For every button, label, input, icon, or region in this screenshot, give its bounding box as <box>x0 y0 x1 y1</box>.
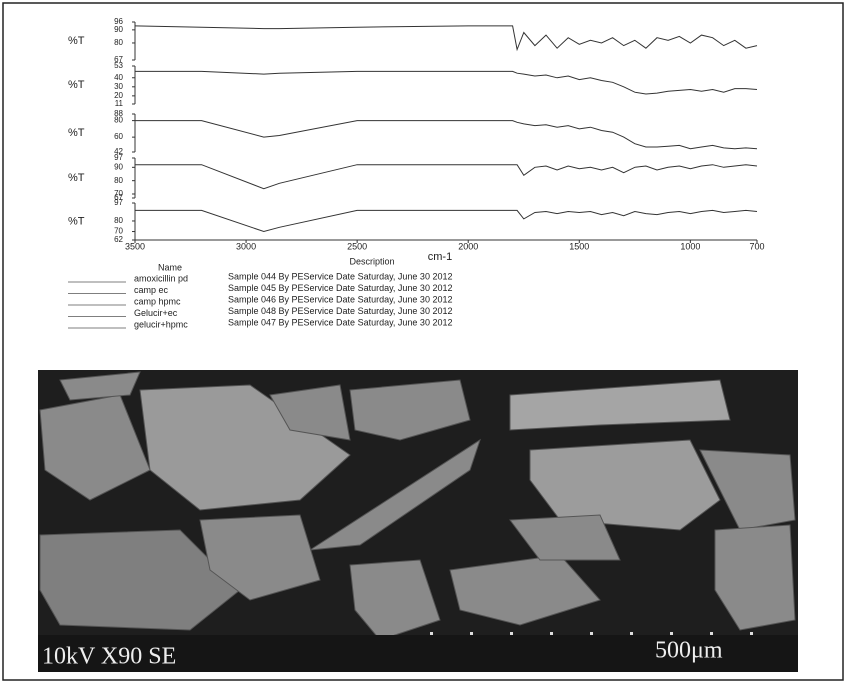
y-axis-label: %T <box>68 35 85 47</box>
sem-image: 10kV X90 SE 500μm <box>38 370 798 672</box>
legend-name: Gelucir+ec <box>134 308 178 318</box>
sem-scale: 500μm <box>655 638 723 664</box>
legend-description: Sample 045 By PEService Date Saturday, J… <box>228 283 452 293</box>
y-tick-label: 90 <box>114 25 123 34</box>
legend-description: Sample 048 By PEService Date Saturday, J… <box>228 306 452 316</box>
legend-name: gelucir+hpmc <box>134 319 188 329</box>
y-axis-label: %T <box>68 172 85 184</box>
y-tick-label: 80 <box>114 116 123 125</box>
y-tick-label: 30 <box>114 82 123 91</box>
legend-description-header: Description <box>349 256 394 266</box>
x-tick-label: 3000 <box>236 241 256 251</box>
y-tick-label: 11 <box>115 99 124 108</box>
legend-name-header: Name <box>158 262 182 272</box>
y-tick-label: 80 <box>114 216 123 225</box>
y-tick-label: 53 <box>114 61 123 70</box>
x-tick-label: 2500 <box>347 241 367 251</box>
y-tick-label: 97 <box>114 198 123 207</box>
y-axis-label: %T <box>68 79 85 91</box>
sem-settings: 10kV X90 SE <box>42 644 176 670</box>
y-tick-label: 62 <box>114 235 123 244</box>
legend-name: camp ec <box>134 285 169 295</box>
x-tick-label: 1000 <box>680 241 700 251</box>
x-axis-label: cm-1 <box>428 251 452 263</box>
legend-description: Sample 046 By PEService Date Saturday, J… <box>228 294 452 304</box>
legend-name: camp hpmc <box>134 296 181 306</box>
legend-description: Sample 044 By PEService Date Saturday, J… <box>228 271 452 281</box>
legend-name: amoxicillin pd <box>134 273 188 283</box>
y-axis-label: %T <box>68 127 85 139</box>
y-tick-label: 40 <box>114 73 123 82</box>
y-tick-label: 60 <box>114 132 123 141</box>
y-tick-label: 80 <box>114 176 123 185</box>
x-tick-label: 3500 <box>125 241 145 251</box>
y-tick-label: 97 <box>114 153 123 162</box>
legend-description: Sample 047 By PEService Date Saturday, J… <box>228 317 452 327</box>
y-tick-label: 90 <box>114 162 123 171</box>
x-tick-label: 1500 <box>569 241 589 251</box>
figure: Name Description 10kV X90 SE 50 <box>0 0 848 685</box>
x-tick-label: 700 <box>749 241 764 251</box>
y-tick-label: 80 <box>114 38 123 47</box>
y-axis-label: %T <box>68 215 85 227</box>
x-tick-label: 2000 <box>458 241 478 251</box>
